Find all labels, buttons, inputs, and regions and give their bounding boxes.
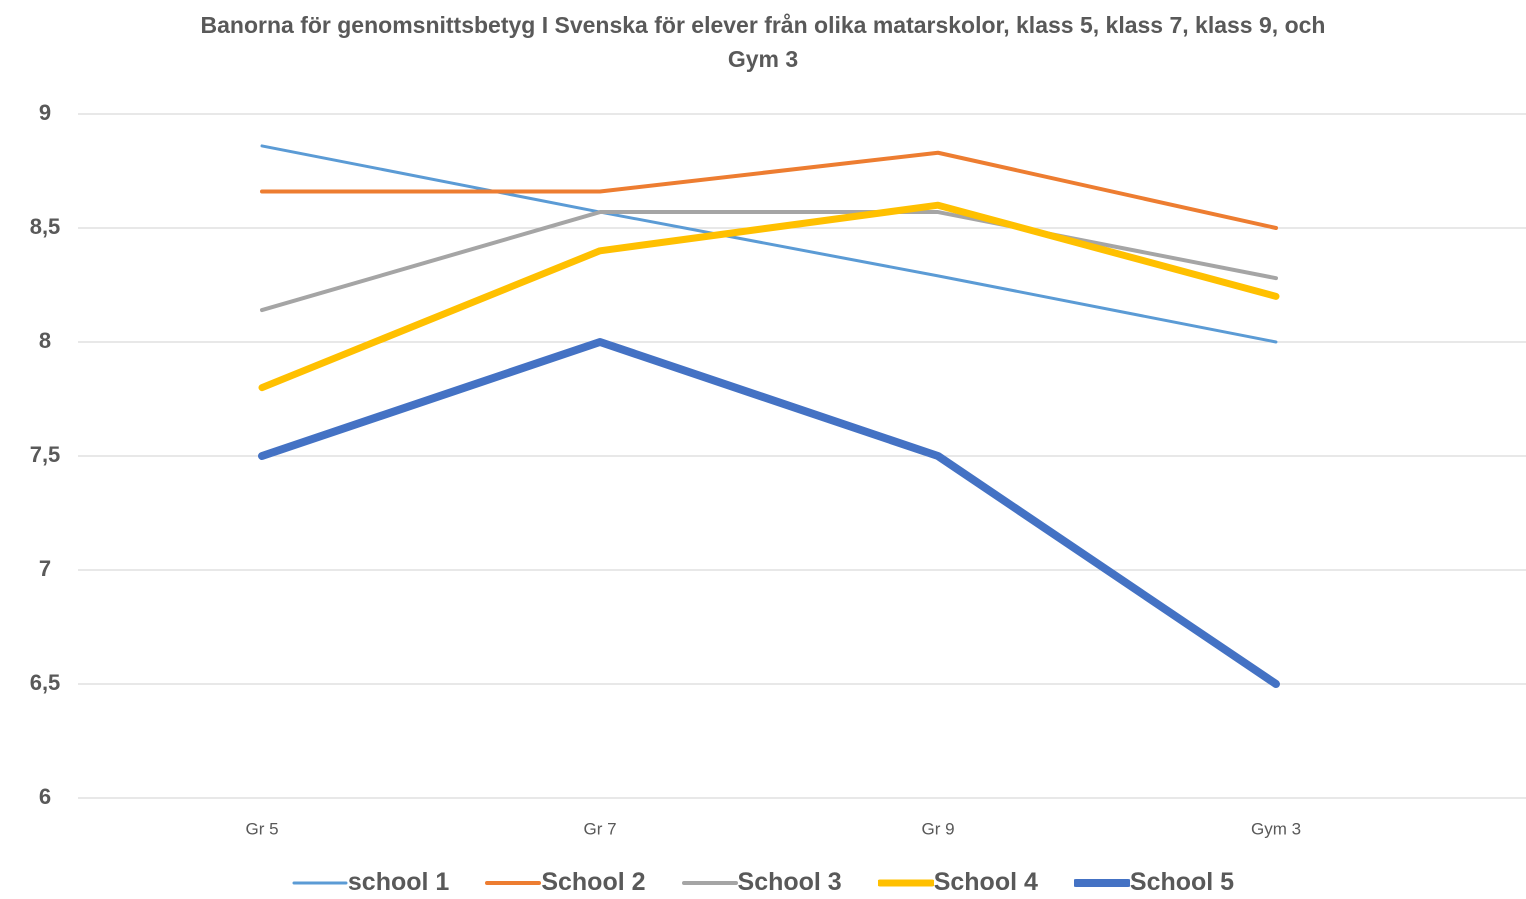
y-tick-label: 6,5 bbox=[30, 670, 61, 695]
legend-item: School 2 bbox=[485, 868, 646, 897]
series-line bbox=[258, 201, 1280, 392]
series-line bbox=[260, 144, 1278, 344]
legend-swatch bbox=[681, 880, 738, 885]
series-line bbox=[258, 338, 1280, 688]
legend-swatch bbox=[292, 881, 348, 884]
y-tick-label: 7 bbox=[39, 556, 51, 581]
x-tick-label: Gr 7 bbox=[583, 819, 616, 838]
x-tick-label: Gr 5 bbox=[245, 819, 278, 838]
y-tick-label: 7,5 bbox=[30, 442, 61, 467]
series-line bbox=[260, 210, 1278, 313]
legend-swatch bbox=[1073, 878, 1130, 887]
chart-title: Banorna för genomsnittsbetyg I Svenska f… bbox=[200, 12, 1326, 72]
legend-swatch bbox=[877, 879, 934, 886]
x-tick-label: Gr 9 bbox=[921, 819, 954, 838]
y-tick-label: 8,5 bbox=[30, 214, 61, 239]
x-tick-label: Gym 3 bbox=[1251, 819, 1301, 838]
legend-swatch bbox=[485, 880, 542, 885]
chart: 6 6,5 7 7,5 8 8,5 9 Gr 5 Gr 7 Gr 9 Gym 3 bbox=[30, 100, 1526, 838]
legend-label: school 1 bbox=[347, 868, 450, 896]
legend-label: School 4 bbox=[933, 868, 1038, 896]
legend-label: School 3 bbox=[737, 868, 842, 896]
series-line bbox=[260, 150, 1278, 230]
legend-item: School 4 bbox=[877, 868, 1038, 897]
legend: school 1 School 2 School 3 School 4 School 5 bbox=[0, 868, 1526, 897]
legend-item: School 5 bbox=[1073, 868, 1235, 897]
y-tick-label: 8 bbox=[39, 328, 51, 353]
y-tick-label: 6 bbox=[39, 784, 51, 809]
legend-item: school 1 bbox=[292, 868, 449, 897]
legend-item: School 3 bbox=[681, 868, 842, 897]
legend-label: School 2 bbox=[541, 868, 646, 896]
y-tick-label: 9 bbox=[39, 100, 51, 125]
legend-label: School 5 bbox=[1129, 868, 1235, 896]
